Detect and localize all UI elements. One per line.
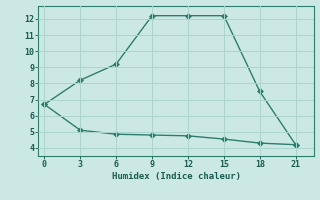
X-axis label: Humidex (Indice chaleur): Humidex (Indice chaleur) bbox=[111, 172, 241, 181]
